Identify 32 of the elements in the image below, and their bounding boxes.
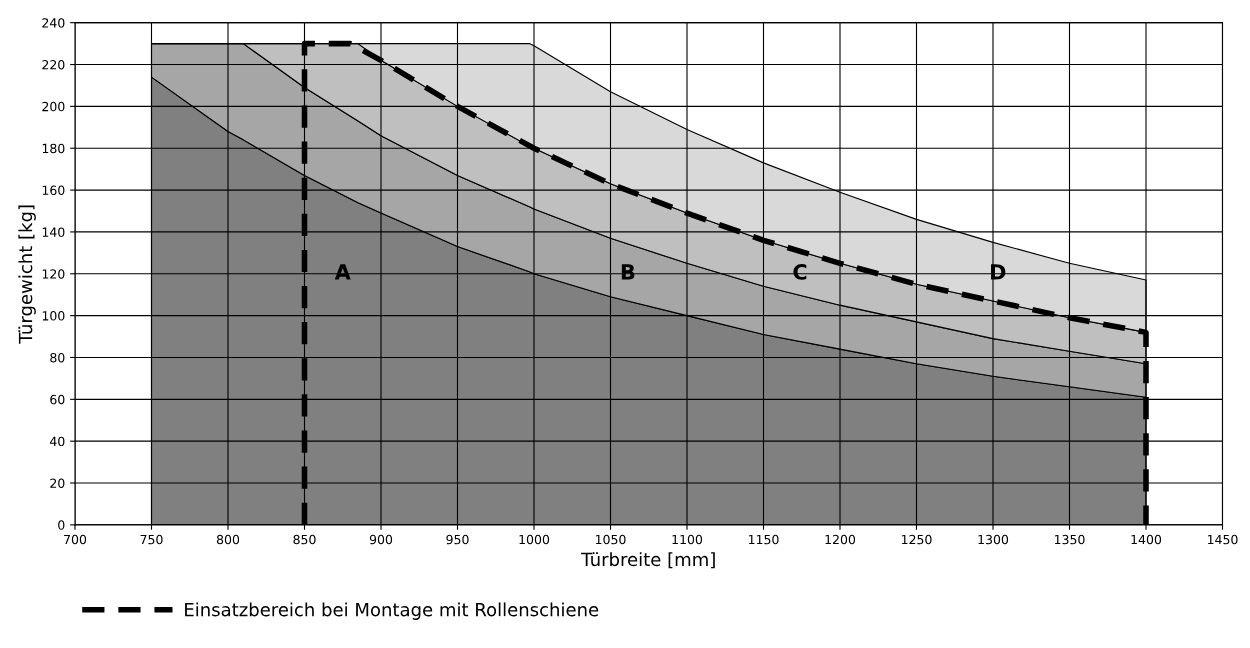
y-tick-label: 20	[50, 478, 65, 488]
y-axis-title: Türgewicht [kg]	[18, 205, 36, 344]
x-tick-label: 850	[293, 534, 316, 545]
x-axis-title: Türbreite [mm]	[581, 552, 715, 569]
y-tick-label: 80	[50, 352, 65, 363]
x-tick-label: 1150	[748, 534, 779, 545]
x-tick-label: 1050	[595, 534, 626, 545]
y-tick-label: 220	[42, 60, 65, 70]
x-tick-label: 700	[64, 534, 87, 545]
y-tick-label: 140	[42, 227, 65, 237]
x-tick-label: 1100	[672, 534, 703, 545]
x-tick-label: 1400	[1131, 534, 1162, 545]
x-tick-label: 1450	[1207, 534, 1238, 545]
y-tick-label: 100	[42, 311, 65, 321]
x-tick-label: 1250	[901, 534, 932, 545]
x-tick-label: 1350	[1054, 534, 1085, 545]
y-tick-label: 180	[42, 143, 65, 154]
y-tick-label: 160	[42, 185, 65, 196]
y-tick-label: 120	[42, 269, 65, 279]
x-tick-label: 950	[446, 534, 469, 545]
x-tick-label: 1300	[978, 534, 1009, 545]
y-tick-label: 40	[49, 436, 65, 447]
y-tick-label: 200	[42, 101, 65, 112]
y-tick-label: 240	[42, 18, 65, 28]
x-tick-label: 1200	[825, 534, 856, 545]
y-tick-label: 0	[58, 520, 65, 530]
x-tick-label: 750	[140, 534, 163, 545]
x-tick-label: 900	[369, 534, 393, 545]
y-tick-label: 60	[50, 394, 65, 405]
legend-label: Einsatzbereich bei Montage mit Rollenschiene	[185, 602, 599, 620]
x-tick-label: 1000	[519, 534, 550, 545]
x-tick-label: 800	[216, 534, 240, 545]
